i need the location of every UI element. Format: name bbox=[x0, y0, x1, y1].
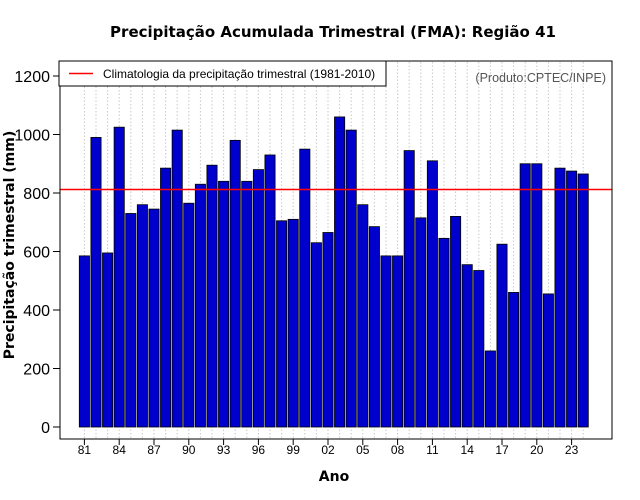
x-tick-label: 02 bbox=[321, 443, 335, 457]
x-tick-label: 90 bbox=[182, 443, 196, 457]
bar-2017 bbox=[496, 243, 508, 428]
bar-2005 bbox=[357, 204, 369, 428]
bar-1995 bbox=[241, 180, 253, 428]
bar-1983 bbox=[102, 252, 114, 428]
x-axis-label: Ano bbox=[319, 469, 350, 485]
bar-2004 bbox=[345, 129, 357, 428]
legend-box bbox=[58, 60, 387, 87]
bar-1988 bbox=[160, 167, 172, 428]
x-tick-label: 08 bbox=[391, 443, 405, 457]
legend-label: Climatologia da precipitação trimestral … bbox=[103, 67, 375, 81]
bar-1984 bbox=[113, 126, 125, 428]
x-axis: 81 84 87 90 93 96 99 02 05 08 11 14 17 20 23 bbox=[78, 439, 579, 457]
y-tick-label: 0 bbox=[41, 420, 50, 437]
legend: Climatologia da precipitação trimestral … bbox=[58, 60, 387, 87]
bar-2000 bbox=[299, 148, 311, 428]
x-tick-label: 11 bbox=[426, 443, 439, 457]
bar-1981 bbox=[78, 255, 90, 428]
bar-1997 bbox=[264, 154, 276, 428]
bar-2011 bbox=[426, 160, 438, 428]
bar-2016 bbox=[484, 350, 496, 428]
bar-2006 bbox=[368, 226, 380, 428]
bar-1992 bbox=[206, 164, 218, 428]
bar-2019 bbox=[519, 163, 531, 428]
x-tick-label: 14 bbox=[461, 443, 475, 457]
bar-2024 bbox=[577, 173, 589, 428]
y-tick-label: 600 bbox=[23, 245, 50, 262]
bar-2002 bbox=[322, 232, 334, 428]
x-tick-label: 96 bbox=[252, 443, 266, 457]
x-tick-label: 99 bbox=[287, 443, 301, 457]
x-tick-label: 87 bbox=[147, 443, 161, 457]
bar-2021 bbox=[542, 293, 554, 428]
bar-1990 bbox=[183, 202, 195, 428]
bar-2015 bbox=[473, 270, 485, 428]
x-tick-label: 84 bbox=[113, 443, 127, 457]
bar-1989 bbox=[171, 129, 183, 428]
y-tick-label: 200 bbox=[23, 362, 50, 379]
y-tick-label: 800 bbox=[23, 186, 50, 203]
bar-1996 bbox=[252, 169, 264, 428]
bar-2009 bbox=[403, 150, 415, 428]
x-tick-label: 23 bbox=[565, 443, 579, 457]
bar-1998 bbox=[276, 220, 288, 428]
bar-2013 bbox=[450, 215, 462, 428]
y-axis: 0 200 400 600 800 1000 1200 bbox=[14, 69, 60, 437]
bar-1994 bbox=[229, 139, 241, 428]
y-tick-label: 1000 bbox=[14, 128, 50, 145]
bar-1987 bbox=[148, 208, 160, 428]
chart-title: Precipitação Acumulada Trimestral (FMA):… bbox=[110, 23, 556, 41]
bar-2007 bbox=[380, 255, 392, 428]
y-axis-label: Precipitação trimestral (mm) bbox=[2, 131, 18, 359]
bar-1993 bbox=[218, 180, 230, 428]
bar-1982 bbox=[90, 137, 102, 428]
x-tick-label: 20 bbox=[530, 443, 544, 457]
x-tick-label: 93 bbox=[217, 443, 231, 457]
bar-1985 bbox=[125, 213, 137, 428]
bar-2020 bbox=[531, 163, 543, 428]
bar-2018 bbox=[508, 292, 520, 428]
x-tick-label: 17 bbox=[495, 443, 509, 457]
y-tick-label: 1200 bbox=[14, 69, 50, 86]
bar-2014 bbox=[461, 264, 473, 428]
bar-1991 bbox=[194, 183, 206, 428]
bar-2001 bbox=[310, 242, 322, 428]
bar-2023 bbox=[566, 170, 578, 428]
bar-2008 bbox=[392, 255, 404, 428]
bar-2003 bbox=[334, 116, 346, 428]
x-tick-label: 81 bbox=[78, 443, 92, 457]
bar-2022 bbox=[554, 167, 566, 428]
y-tick-label: 400 bbox=[23, 303, 50, 320]
bars bbox=[78, 116, 589, 428]
bar-2010 bbox=[415, 217, 427, 428]
bar-1986 bbox=[136, 204, 148, 428]
bar-2012 bbox=[438, 237, 450, 428]
x-tick-label: 05 bbox=[356, 443, 370, 457]
credit-text: (Produto:CPTEC/INPE) bbox=[475, 71, 606, 85]
bar-1999 bbox=[287, 218, 299, 428]
